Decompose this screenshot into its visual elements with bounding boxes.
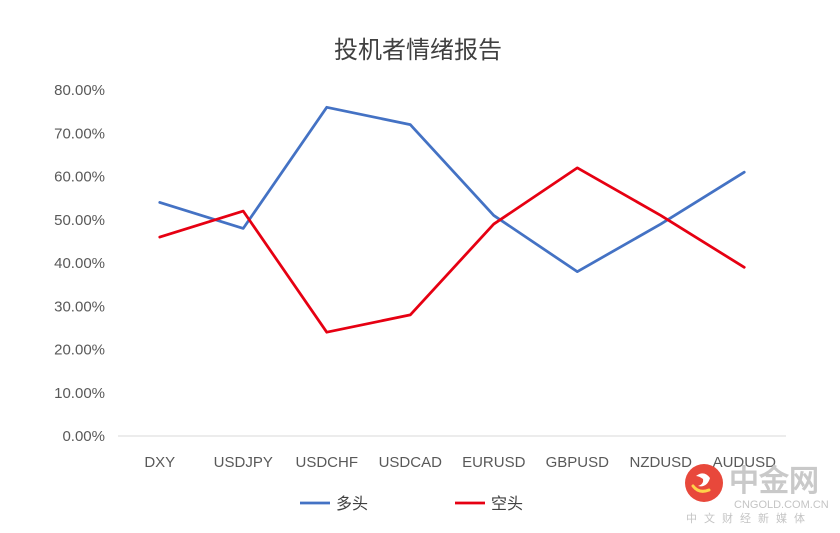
legend-label-0: 多头 — [336, 494, 368, 513]
y-tick-label: 30.00% — [54, 298, 105, 315]
y-tick-label: 20.00% — [54, 342, 105, 359]
x-tick-label: EURUSD — [462, 454, 526, 471]
series-line-1 — [158, 166, 746, 334]
x-tick-label: DXY — [144, 454, 175, 471]
y-tick-label: 80.00% — [54, 82, 105, 99]
x-tick-label: GBPUSD — [546, 454, 610, 471]
x-tick-label: AUDUSD — [713, 454, 777, 471]
y-tick-label: 60.00% — [54, 169, 105, 186]
x-tick-label: USDJPY — [214, 454, 273, 471]
legend: 多头 空头 — [300, 494, 523, 513]
legend-label-1: 空头 — [491, 494, 523, 513]
watermark: 中金网 CNGOLD.COM.CN 中文财经新媒体 — [685, 464, 829, 525]
plot-area — [158, 105, 746, 334]
watermark-brand: 中金网 — [729, 464, 819, 499]
chart-title: 投机者情绪报告 — [334, 36, 502, 64]
y-axis: 0.00% 10.00% 20.00% 30.00% 40.00% 50.00% 60.00… — [54, 82, 105, 445]
y-tick-label: 40.00% — [54, 255, 105, 272]
series-line-0 — [158, 105, 746, 274]
x-tick-label: USDCAD — [379, 454, 443, 471]
y-tick-label: 10.00% — [54, 385, 105, 402]
y-tick-label: 70.00% — [54, 125, 105, 142]
y-tick-label: 0.00% — [62, 428, 105, 445]
watermark-site: CNGOLD.COM.CN — [734, 499, 829, 511]
watermark-tagline: 中文财经新媒体 — [686, 511, 812, 525]
x-tick-label: USDCHF — [296, 454, 359, 471]
x-tick-label: NZDUSD — [630, 454, 693, 471]
y-tick-label: 50.00% — [54, 212, 105, 229]
x-axis: DXY USDJPY USDCHF USDCAD EURUSD GBPUSD NZDUSD A… — [118, 435, 786, 471]
cngold-logo — [685, 464, 723, 502]
